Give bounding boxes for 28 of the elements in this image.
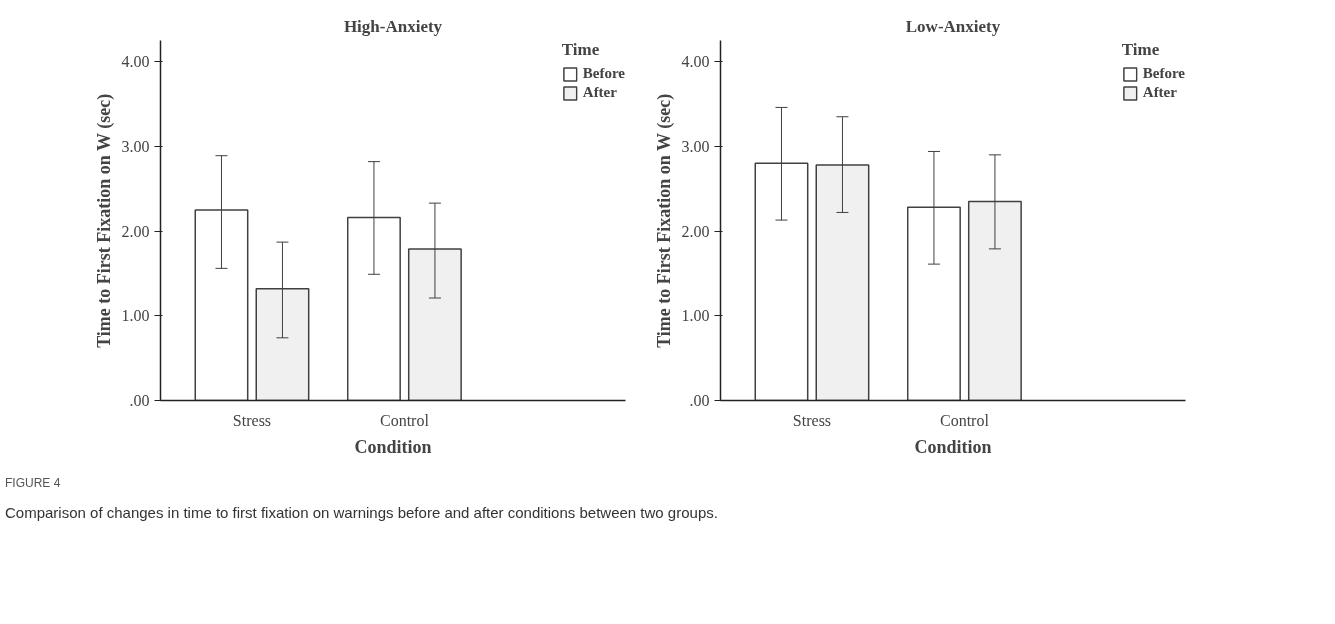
x-tick-label: Stress xyxy=(792,411,832,429)
chart-title: Low-Anxiety xyxy=(905,16,1001,36)
legend-title: Time xyxy=(561,40,601,60)
y-tick-label: 4.00 xyxy=(121,53,150,71)
chart-title: High-Anxiety xyxy=(343,16,443,36)
y-tick-label: 4.00 xyxy=(681,53,710,71)
y-tick-label: 2.00 xyxy=(681,222,710,240)
caption: FIGURE 4 xyxy=(5,475,61,492)
y-tick-label: .00 xyxy=(129,392,150,409)
x-axis-title: Condition xyxy=(354,436,432,457)
legend-title: Time xyxy=(1121,40,1161,60)
y-axis-title: Time to First Fixation on W (sec) xyxy=(93,93,115,348)
text: Comparison of changes in time to first fixation on warnings before and after conditions between two groups. xyxy=(5,503,718,524)
legend-label: Before xyxy=(1142,65,1185,82)
x-tick-label: Control xyxy=(379,411,430,429)
legend-label: After xyxy=(1142,84,1177,101)
y-tick-label: 2.00 xyxy=(121,222,150,240)
legend-label: After xyxy=(582,84,617,101)
y-tick-label: 1.00 xyxy=(681,307,710,325)
y-tick-label: .00 xyxy=(689,392,710,409)
y-tick-label: 3.00 xyxy=(121,137,150,155)
legend-label: Before xyxy=(582,65,625,82)
y-axis-title: Time to First Fixation on W (sec) xyxy=(653,93,675,348)
y-tick-label: 1.00 xyxy=(121,307,150,325)
x-tick-label: Control xyxy=(939,411,990,429)
x-tick-label: Stress xyxy=(232,411,272,429)
x-axis-title: Condition xyxy=(914,436,992,457)
y-tick-label: 3.00 xyxy=(681,137,710,155)
